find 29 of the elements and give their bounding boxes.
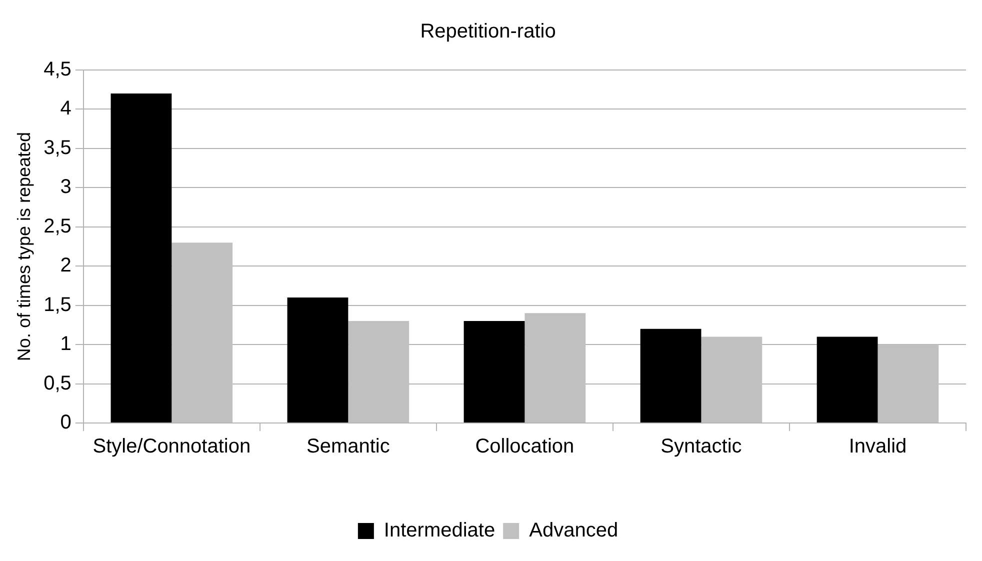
x-tick-label: Collocation (475, 436, 574, 458)
y-axis-title: No. of times type is repeated (14, 132, 34, 362)
bar (640, 328, 702, 422)
x-tick-label: Style/Connotation (92, 436, 251, 458)
bar (701, 336, 762, 422)
y-tick-label: 0,5 (44, 372, 72, 394)
legend-label: Advanced (529, 520, 618, 542)
bar (816, 336, 878, 422)
bar (110, 94, 172, 422)
y-tick-label: 1,5 (44, 294, 72, 316)
bar (464, 321, 525, 422)
x-tick-label: Semantic (306, 436, 390, 458)
chart-title: Repetition-ratio (420, 20, 556, 43)
y-tick-label: 1 (60, 333, 72, 356)
bar (172, 242, 233, 422)
bar (524, 313, 586, 422)
legend-label: Intermediate (384, 520, 496, 542)
y-tick-label: 0 (60, 412, 72, 434)
bar (348, 321, 410, 422)
y-tick-label: 4,5 (44, 58, 72, 81)
y-tick-label: 4 (60, 98, 72, 120)
x-tick-label: Invalid (848, 436, 907, 458)
x-tick-label: Syntactic (660, 436, 742, 458)
y-tick-label: 2 (60, 254, 72, 277)
y-tick-label: 3,5 (44, 136, 72, 159)
bar (287, 297, 348, 422)
y-tick-label: 3 (60, 176, 72, 198)
y-tick-label: 2,5 (44, 215, 72, 238)
bar (878, 344, 939, 422)
